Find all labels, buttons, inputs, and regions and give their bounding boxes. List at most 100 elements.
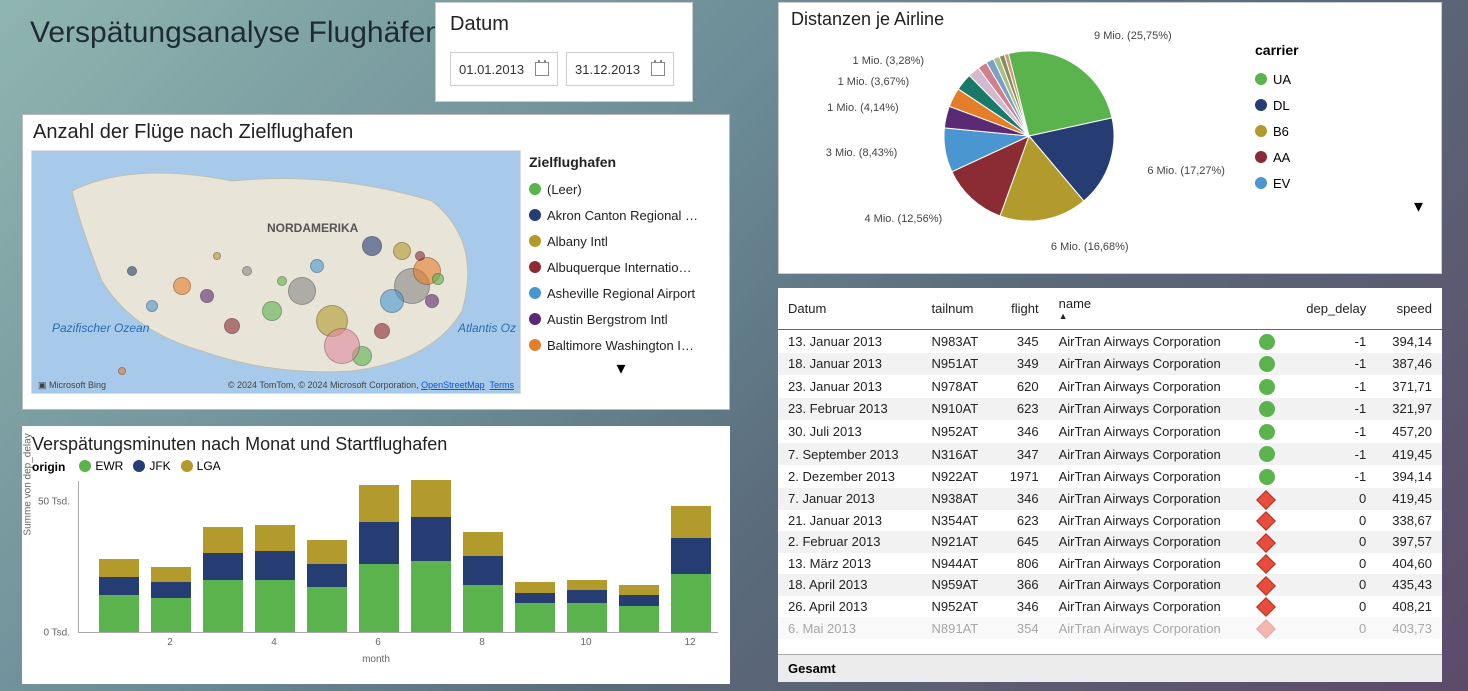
legend-item[interactable]: EWR bbox=[79, 459, 123, 473]
bar-group[interactable] bbox=[619, 585, 659, 632]
pie-chart[interactable]: 9 Mio. (25,75%)6 Mio. (17,27%)6 Mio. (16… bbox=[779, 36, 1249, 266]
legend-item[interactable]: JFK bbox=[133, 459, 170, 473]
bar-chart[interactable]: Summe von dep_delay 50 Tsd.0 Tsd. 246810… bbox=[34, 481, 718, 661]
bar-segment bbox=[671, 538, 711, 575]
table-row[interactable]: 13. Januar 2013N983AT345AirTran Airways … bbox=[778, 330, 1442, 353]
table-row[interactable]: 23. Februar 2013N910AT623AirTran Airways… bbox=[778, 398, 1442, 421]
table-header[interactable]: flight bbox=[995, 288, 1049, 330]
legend-item[interactable]: Akron Canton Regional … bbox=[529, 202, 713, 228]
cell-flight: 349 bbox=[995, 353, 1049, 376]
table-row[interactable]: 18. April 2013N959AT366AirTran Airways C… bbox=[778, 574, 1442, 596]
bar-group[interactable] bbox=[359, 485, 399, 632]
cell-date: 26. April 2013 bbox=[778, 596, 922, 618]
legend-item[interactable]: LGA bbox=[181, 459, 221, 473]
table-header[interactable]: name▲ bbox=[1049, 288, 1249, 330]
table-row[interactable]: 13. März 2013N944AT806AirTran Airways Co… bbox=[778, 553, 1442, 575]
date-from-input[interactable]: 01.01.2013 bbox=[450, 52, 558, 86]
map-bubble[interactable] bbox=[380, 289, 404, 313]
cell-flight: 346 bbox=[995, 488, 1049, 510]
map-bubble[interactable] bbox=[362, 236, 382, 256]
legend-item[interactable]: Albuquerque Internatio… bbox=[529, 254, 713, 280]
cell-name: AirTran Airways Corporation bbox=[1049, 375, 1249, 398]
cell-status bbox=[1249, 443, 1289, 466]
bar-group[interactable] bbox=[255, 525, 295, 632]
map-canvas[interactable]: NORDAMERIKA Pazifischer Ozean Atlantis O… bbox=[31, 150, 521, 394]
terms-link[interactable]: Terms bbox=[490, 380, 515, 390]
x-tick-label: 2 bbox=[167, 637, 173, 648]
legend-item[interactable]: (Leer) bbox=[529, 176, 713, 202]
bar-group[interactable] bbox=[203, 527, 243, 632]
cell-status bbox=[1249, 330, 1289, 353]
map-bubble[interactable] bbox=[224, 318, 240, 334]
date-from-value: 01.01.2013 bbox=[459, 62, 524, 77]
table-row[interactable]: 2. Dezember 2013N922AT1971AirTran Airway… bbox=[778, 465, 1442, 488]
x-tick-label: 4 bbox=[271, 637, 277, 648]
map-bubble[interactable] bbox=[127, 266, 137, 276]
cell-tailnum: N354AT bbox=[922, 510, 995, 532]
map-bubble[interactable] bbox=[200, 289, 214, 303]
cell-speed: 394,14 bbox=[1376, 330, 1442, 353]
cell-name: AirTran Airways Corporation bbox=[1049, 488, 1249, 510]
bar-group[interactable] bbox=[307, 540, 347, 632]
table-row[interactable]: 23. Januar 2013N978AT620AirTran Airways … bbox=[778, 375, 1442, 398]
map-bubble[interactable] bbox=[118, 367, 126, 375]
cell-depdelay: -1 bbox=[1288, 375, 1376, 398]
map-bubble[interactable] bbox=[310, 259, 324, 273]
map-bubble[interactable] bbox=[432, 273, 444, 285]
legend-item[interactable]: Asheville Regional Airport bbox=[529, 280, 713, 306]
bar-group[interactable] bbox=[99, 559, 139, 632]
legend-item[interactable]: B6 bbox=[1255, 118, 1423, 144]
table-row[interactable]: 7. Januar 2013N938AT346AirTran Airways C… bbox=[778, 488, 1442, 510]
table-row[interactable]: 2. Februar 2013N921AT645AirTran Airways … bbox=[778, 531, 1442, 553]
legend-item[interactable]: EV bbox=[1255, 170, 1423, 196]
bar-segment bbox=[515, 603, 555, 632]
table-row[interactable]: 26. April 2013N952AT346AirTran Airways C… bbox=[778, 596, 1442, 618]
table-row[interactable]: 30. Juli 2013N952AT346AirTran Airways Co… bbox=[778, 420, 1442, 443]
bar-group[interactable] bbox=[515, 582, 555, 632]
map-bubble[interactable] bbox=[146, 300, 158, 312]
table-row[interactable]: 7. September 2013N316AT347AirTran Airway… bbox=[778, 443, 1442, 466]
date-to-input[interactable]: 31.12.2013 bbox=[566, 52, 674, 86]
bar-legend-label: origin bbox=[32, 460, 65, 474]
bar-group[interactable] bbox=[567, 580, 607, 632]
table-row[interactable]: 21. Januar 2013N354AT623AirTran Airways … bbox=[778, 510, 1442, 532]
table-header[interactable] bbox=[1249, 288, 1289, 330]
map-bubble[interactable] bbox=[277, 276, 287, 286]
map-bubble[interactable] bbox=[374, 323, 390, 339]
table-header[interactable]: Datum bbox=[778, 288, 922, 330]
map-bubble[interactable] bbox=[173, 277, 191, 295]
map-bubble[interactable] bbox=[324, 328, 360, 364]
legend-item[interactable]: AA bbox=[1255, 144, 1423, 170]
legend-expand-icon[interactable]: ▾ bbox=[1255, 196, 1423, 217]
map-bubble[interactable] bbox=[242, 266, 252, 276]
bar-group[interactable] bbox=[671, 506, 711, 632]
legend-item-label: EWR bbox=[95, 459, 123, 473]
osm-link[interactable]: OpenStreetMap bbox=[421, 380, 485, 390]
table-header[interactable]: tailnum bbox=[922, 288, 995, 330]
status-ok-icon bbox=[1259, 401, 1275, 417]
legend-item[interactable]: UA bbox=[1255, 66, 1423, 92]
map-bubble[interactable] bbox=[425, 294, 439, 308]
map-bubble[interactable] bbox=[288, 277, 316, 305]
bar-group[interactable] bbox=[151, 567, 191, 633]
legend-item[interactable]: DL bbox=[1255, 92, 1423, 118]
map-bubble[interactable] bbox=[262, 301, 282, 321]
map-bubble[interactable] bbox=[213, 252, 221, 260]
legend-expand-icon[interactable]: ▾ bbox=[529, 358, 713, 379]
bar-group[interactable] bbox=[411, 480, 451, 632]
table-header[interactable]: dep_delay bbox=[1288, 288, 1376, 330]
legend-item[interactable]: Austin Bergstrom Intl bbox=[529, 306, 713, 332]
bar-segment bbox=[255, 580, 295, 632]
continent-label: NORDAMERIKA bbox=[267, 221, 358, 235]
table-row[interactable]: 6. Mai 2013N891AT354AirTran Airways Corp… bbox=[778, 617, 1442, 639]
map-bubble[interactable] bbox=[415, 251, 425, 261]
bar-group[interactable] bbox=[463, 532, 503, 632]
legend-item[interactable]: Baltimore Washington I… bbox=[529, 332, 713, 358]
map-bubble[interactable] bbox=[393, 242, 411, 260]
pie-panel: Distanzen je Airline 9 Mio. (25,75%)6 Mi… bbox=[778, 2, 1442, 274]
data-table[interactable]: Datumtailnumflightname▲ dep_delayspeed 13… bbox=[778, 288, 1442, 639]
table-header[interactable]: speed bbox=[1376, 288, 1442, 330]
table-row[interactable]: 18. Januar 2013N951AT349AirTran Airways … bbox=[778, 353, 1442, 376]
pie-legend: carrier UADLB6AAEV ▾ bbox=[1249, 36, 1429, 266]
legend-item[interactable]: Albany Intl bbox=[529, 228, 713, 254]
